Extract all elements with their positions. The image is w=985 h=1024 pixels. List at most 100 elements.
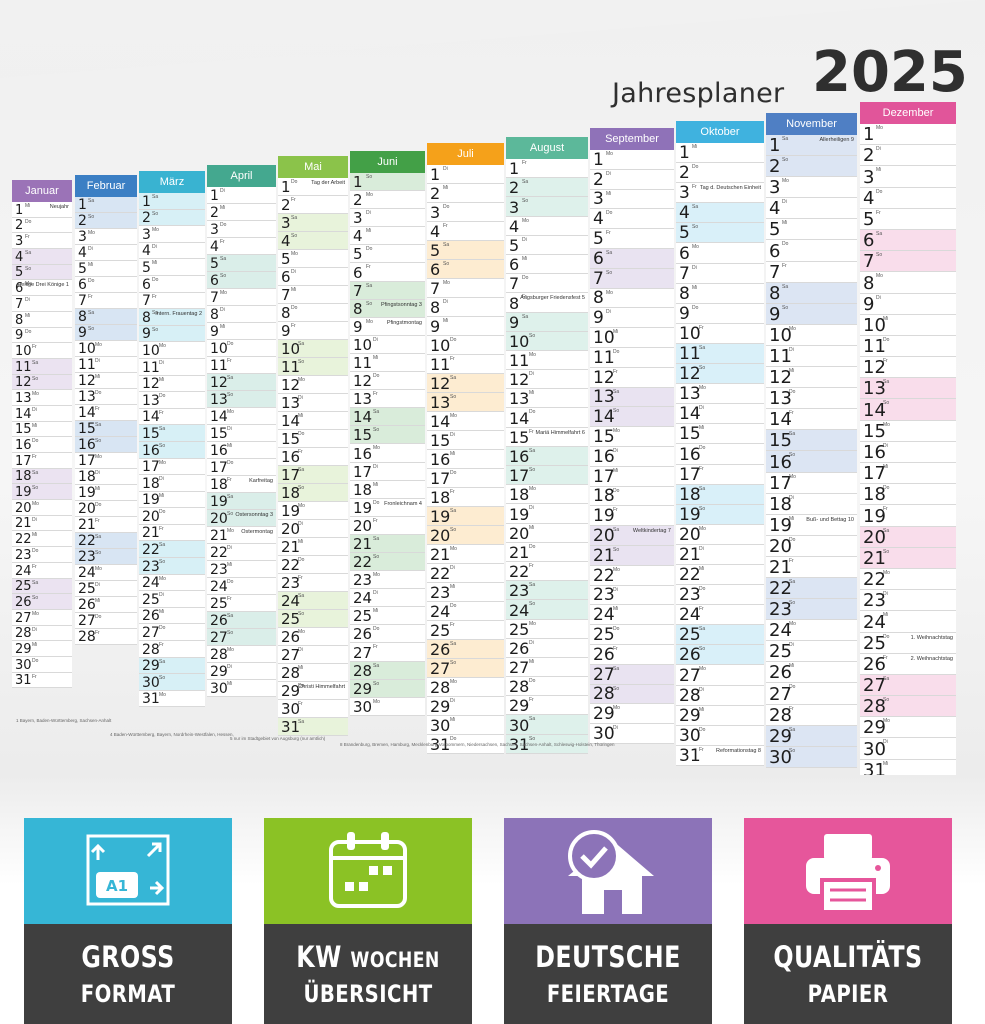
weekday-label: Do (159, 509, 166, 516)
day-row: 27 So (427, 659, 504, 678)
day-row: 24 Mo (766, 620, 857, 642)
weekday-label: Mi (450, 451, 456, 457)
day-row: 31 So (506, 734, 588, 754)
day-row: 9 Di (860, 294, 956, 315)
feature-quality-paper: QUALITÄTS PAPIER (744, 818, 952, 1024)
feature-line1: DEUTSCHE (535, 940, 681, 974)
day-number: 23 (769, 599, 792, 621)
day-row: 9 Mo Pfingstmontag (350, 318, 425, 336)
day-row: 23 Mi (427, 583, 504, 602)
day-row: 1 Do Tag der Arbeit (278, 178, 348, 196)
feature-line2: PAPIER (807, 980, 889, 1008)
day-row: 23 Do (12, 547, 72, 563)
day-row: 25 Mo (506, 620, 588, 639)
weekday-label: Mo (373, 698, 380, 705)
day-number: 1 (430, 165, 441, 184)
day-row: 4 Sa (12, 249, 72, 265)
weekday-label: Sa (95, 422, 102, 428)
day-number: 14 (593, 407, 615, 428)
weekday-label: Mi (32, 422, 38, 429)
a1-label: A1 (106, 877, 128, 895)
weekday-label: Mi (227, 443, 233, 449)
weekday-label: Di (613, 447, 618, 454)
weekday-label: So (227, 630, 234, 636)
day-number: 12 (593, 367, 615, 388)
holiday-note: 2. Weihnachtstag (910, 655, 953, 662)
weekday-label: Mi (366, 228, 372, 235)
weekday-label: Di (789, 346, 794, 353)
day-number: 9 (863, 293, 875, 315)
day-row: 6 Di (278, 268, 348, 286)
day-row: 11 So (278, 358, 348, 376)
day-number: 15 (769, 430, 792, 452)
feature-holidays: DEUTSCHE FEIERTAGE (504, 818, 712, 1024)
day-row: 3 Mo (766, 177, 857, 199)
day-row: 28 Mo (427, 678, 504, 697)
day-row: 25 Di (139, 591, 205, 608)
day-row: 11 Sa (12, 358, 72, 375)
day-row: 22 Mo (590, 566, 674, 586)
day-row: 21 Mi (278, 538, 348, 556)
day-row: 17 Fr (676, 465, 764, 485)
day-row: 3 Mo (75, 229, 137, 245)
day-row: 10 Mo (75, 341, 137, 357)
day-number: 22 (353, 553, 373, 572)
weekday-label: Sa (227, 613, 234, 619)
weekday-label: Di (789, 642, 794, 649)
weekday-label: Mi (606, 190, 612, 197)
day-row: 21 Fr (139, 525, 205, 542)
weekday-label: Do (152, 276, 159, 283)
day-number: 15 (210, 426, 228, 442)
day-row: 10 Di (350, 336, 425, 354)
weekday-label: So (450, 394, 457, 400)
day-number: 12 (210, 375, 228, 391)
day-number: 26 (593, 644, 615, 665)
day-number: 28 (281, 664, 301, 682)
weekday-label: Fr (522, 160, 527, 166)
day-row: 10 Do (207, 340, 276, 357)
day-row: 11 Fr (207, 357, 276, 374)
day-row: 2 So (766, 156, 857, 178)
day-number: 5 (353, 245, 363, 264)
holiday-note: Ostermontag (241, 529, 273, 535)
day-row: 15 Sa (766, 430, 857, 452)
day-number: 28 (509, 677, 530, 697)
weekday-label: Fr (32, 344, 37, 351)
day-number: 19 (863, 505, 886, 527)
weekday-label: Sa (606, 249, 613, 256)
day-row: 5 So (12, 264, 72, 281)
footnote: 4 Baden-Württemberg, Bayern, Nordrhein-W… (110, 732, 234, 737)
weekday-label: Mo (450, 413, 457, 419)
month-column-oktober: Oktober 1 Mi 2 Do 3 Fr Tag d. Deutschen Einheit… (676, 121, 764, 766)
day-row: 19 Mi (139, 492, 205, 509)
weekday-label: So (450, 660, 457, 666)
day-number: 7 (863, 251, 875, 273)
a1-format-icon: A1 (86, 834, 170, 906)
day-number: 9 (15, 328, 24, 344)
day-number: 6 (210, 273, 219, 289)
weekday-label: Di (152, 243, 157, 250)
weekday-label: Sa (227, 375, 234, 381)
day-number: 16 (679, 444, 701, 465)
day-row: 21 Di (12, 516, 72, 532)
weekday-label: Mi (25, 312, 31, 319)
weekday-label: Do (613, 348, 620, 355)
feature-line2: FEIERTAGE (546, 980, 670, 1008)
weekday-label: Di (159, 359, 164, 366)
day-row: 15 Mi (676, 424, 764, 445)
day-number: 16 (769, 451, 792, 473)
weekday-label: So (366, 300, 373, 307)
holiday-note: Heilige Drei Könige 1 (17, 282, 69, 289)
weekday-label: Di (25, 297, 30, 304)
day-number: 26 (142, 608, 160, 625)
weekday-label: So (366, 174, 373, 180)
day-number: 17 (769, 472, 792, 494)
day-row: 21 Fr (766, 557, 857, 578)
day-row: 9 So (75, 325, 137, 341)
day-row: 30 Mi (207, 680, 276, 697)
day-number: 9 (509, 312, 520, 332)
day-row: 14 Fr (139, 409, 205, 426)
day-row: 7 Fr (75, 293, 137, 309)
day-number: 11 (15, 359, 32, 375)
day-row: 8 Mo (860, 272, 956, 294)
